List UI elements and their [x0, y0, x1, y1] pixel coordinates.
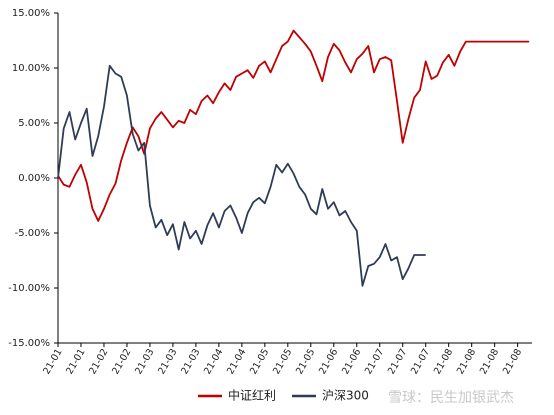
x-tick-label: 21-08 — [501, 347, 524, 376]
x-tick-label: 21-03 — [133, 347, 156, 376]
x-tick-label: 21-06 — [340, 347, 363, 376]
y-tick-label: -10.00% — [8, 283, 50, 294]
legend: 中证红利 沪深300 — [198, 388, 369, 403]
x-tick-label: 21-01 — [41, 347, 64, 376]
legend-item-hs300: 沪深300 — [292, 389, 369, 403]
x-tick-label: 21-01 — [64, 347, 87, 376]
series-line-zhongzheng — [57, 29, 530, 222]
y-tick-label: 15.00% — [12, 8, 50, 19]
legend-label-hs300: 沪深300 — [322, 389, 369, 403]
x-tick-label: 21-07 — [363, 347, 386, 376]
x-tick-label: 21-06 — [317, 347, 340, 376]
series-lines — [57, 29, 530, 287]
y-tick-label: -15.00% — [8, 338, 50, 349]
y-tick-label: 0.00% — [18, 173, 50, 184]
y-tick-label: 5.00% — [18, 118, 50, 129]
watermark-text: 雪球：民生加银武杰 — [388, 390, 514, 406]
y-tick-label: -5.00% — [15, 228, 50, 239]
x-tick-labels: 21-01 21-01 21-02 21-02 21-03 21-03 21-03 21-04… — [41, 343, 524, 376]
x-tick-label: 21-02 — [110, 347, 133, 376]
series-line-hs300 — [57, 64, 426, 287]
x-tick-label: 21-07 — [386, 347, 409, 376]
x-tick-label: 21-08 — [432, 347, 455, 376]
x-tick-label: 21-07 — [409, 347, 432, 376]
x-tick-label: 21-05 — [248, 347, 271, 376]
x-tick-label: 21-08 — [478, 347, 501, 376]
x-tick-label: 21-04 — [202, 347, 225, 376]
y-tick-labels: 15.00% 10.00% 5.00% 0.00% -5.00% -10.00% -15.0… — [8, 8, 58, 349]
x-tick-label: 21-02 — [87, 347, 110, 376]
y-tick-label: 10.00% — [12, 63, 50, 74]
x-tick-label: 21-03 — [156, 347, 179, 376]
legend-item-zhongzheng: 中证红利 — [198, 388, 276, 403]
x-tick-label: 21-08 — [455, 347, 478, 376]
x-tick-label: 21-05 — [294, 347, 317, 376]
x-tick-label: 21-03 — [179, 347, 202, 376]
legend-label-zhongzheng: 中证红利 — [228, 388, 276, 403]
x-tick-label: 21-04 — [225, 347, 248, 376]
x-tick-label: 21-05 — [271, 347, 294, 376]
